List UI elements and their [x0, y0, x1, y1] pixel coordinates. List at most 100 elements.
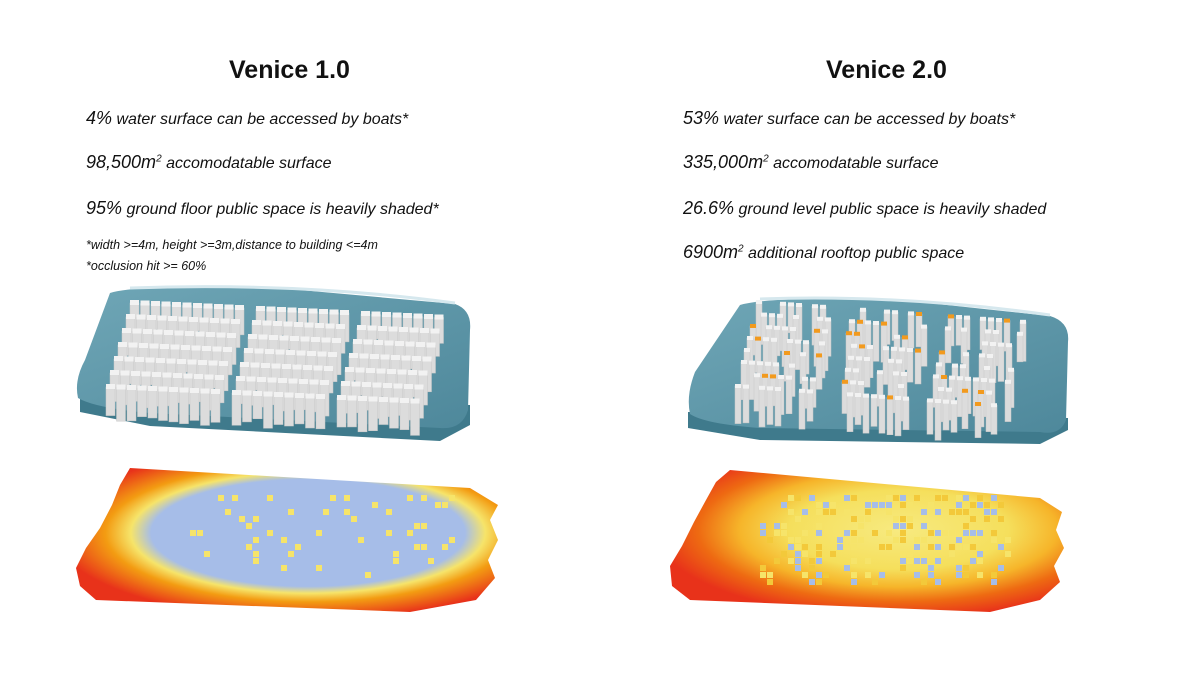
- building-roof: [200, 388, 210, 394]
- building-roof: [303, 365, 312, 370]
- heat-cell: [949, 509, 955, 515]
- building-roof: [799, 388, 805, 393]
- heat-cell: [928, 572, 934, 578]
- building-roof: [757, 361, 763, 366]
- building-roof: [321, 337, 331, 343]
- building-roof: [279, 335, 289, 341]
- building-roof: [181, 345, 190, 350]
- building-roof: [975, 402, 981, 406]
- heat-cell: [914, 544, 920, 550]
- heat-cell: [998, 565, 1004, 571]
- building-roof: [819, 341, 825, 346]
- building: [116, 387, 126, 422]
- heat-cell: [190, 530, 196, 536]
- heat-cell: [970, 530, 976, 536]
- heat-cell: [288, 551, 294, 557]
- heat-cell: [386, 530, 392, 536]
- heat-cell: [232, 495, 238, 501]
- heat-cell: [767, 537, 773, 543]
- building-roof: [903, 396, 909, 401]
- building-roof: [1006, 343, 1012, 348]
- stat-shaded-v1: 95% ground floor public space is heavily…: [86, 198, 439, 218]
- heat-cell: [886, 502, 892, 508]
- building: [934, 400, 942, 441]
- heat-cell: [970, 558, 976, 564]
- heat-cell: [914, 495, 920, 501]
- building-roof: [287, 307, 297, 313]
- building-roof: [810, 377, 816, 382]
- building-roof: [871, 394, 877, 399]
- building-roof: [227, 333, 236, 338]
- building-roof: [110, 370, 119, 375]
- building-roof: [220, 318, 230, 324]
- building: [902, 398, 910, 430]
- heat-cell: [809, 558, 815, 564]
- building-roof: [384, 340, 394, 346]
- building-roof: [865, 320, 871, 325]
- building-roof: [998, 342, 1004, 347]
- heat-cell: [935, 495, 941, 501]
- building-roof: [329, 309, 339, 315]
- building-roof: [128, 342, 138, 348]
- building: [886, 397, 894, 435]
- heat-cell: [858, 516, 864, 522]
- heat-cell: [935, 509, 941, 515]
- heat-cell: [942, 495, 948, 501]
- building-roof: [319, 309, 328, 314]
- building-roof: [219, 361, 228, 366]
- heat-cell: [795, 558, 801, 564]
- building-roof: [820, 304, 826, 309]
- building-roof: [780, 301, 786, 306]
- building-roof: [802, 376, 808, 381]
- building-roof: [991, 403, 997, 408]
- building: [252, 393, 263, 420]
- building-roof: [120, 370, 130, 376]
- building-roof: [851, 343, 857, 348]
- building-roof: [788, 302, 794, 307]
- stat-rooftop-v2: 6900m2 additional rooftop public space: [683, 242, 965, 262]
- heat-cell: [872, 579, 878, 585]
- building-roof: [778, 375, 784, 379]
- building: [179, 390, 189, 424]
- heat-cell: [886, 495, 892, 501]
- heat-cell: [970, 502, 976, 508]
- heat-cell: [900, 558, 906, 564]
- heat-cell: [879, 572, 885, 578]
- building: [974, 403, 982, 438]
- building-roof: [1017, 331, 1023, 336]
- building-roof: [984, 366, 990, 370]
- building: [231, 392, 242, 426]
- building-roof: [194, 374, 203, 379]
- building-roof: [160, 344, 169, 349]
- building-roof: [755, 336, 761, 341]
- heat-cell: [816, 572, 822, 578]
- venice-1-shade-heatmap: [76, 468, 498, 612]
- heat-cell: [816, 551, 822, 557]
- heat-cell: [344, 495, 350, 501]
- building-roof: [403, 313, 412, 318]
- heat-cell: [907, 551, 913, 557]
- building: [854, 394, 862, 425]
- building: [785, 377, 793, 414]
- building-roof: [174, 330, 184, 336]
- heat-cell: [886, 544, 892, 550]
- building-roof: [434, 314, 444, 320]
- building-roof: [309, 379, 319, 385]
- building-roof: [379, 397, 388, 402]
- heat-cell: [197, 530, 203, 536]
- building-roof: [363, 339, 373, 345]
- heat-cell: [865, 572, 871, 578]
- venice-2-model: [688, 296, 1069, 444]
- building-roof: [283, 321, 293, 327]
- heat-cell: [991, 509, 997, 515]
- building-roof: [265, 349, 274, 354]
- building-roof: [744, 348, 750, 352]
- building: [990, 404, 998, 435]
- heat-cell: [344, 509, 350, 515]
- building-roof: [161, 301, 171, 307]
- building-roof: [208, 360, 218, 366]
- building-roof: [271, 363, 281, 369]
- building-roof: [345, 367, 354, 372]
- building-roof: [366, 368, 375, 373]
- building-roof: [206, 332, 215, 337]
